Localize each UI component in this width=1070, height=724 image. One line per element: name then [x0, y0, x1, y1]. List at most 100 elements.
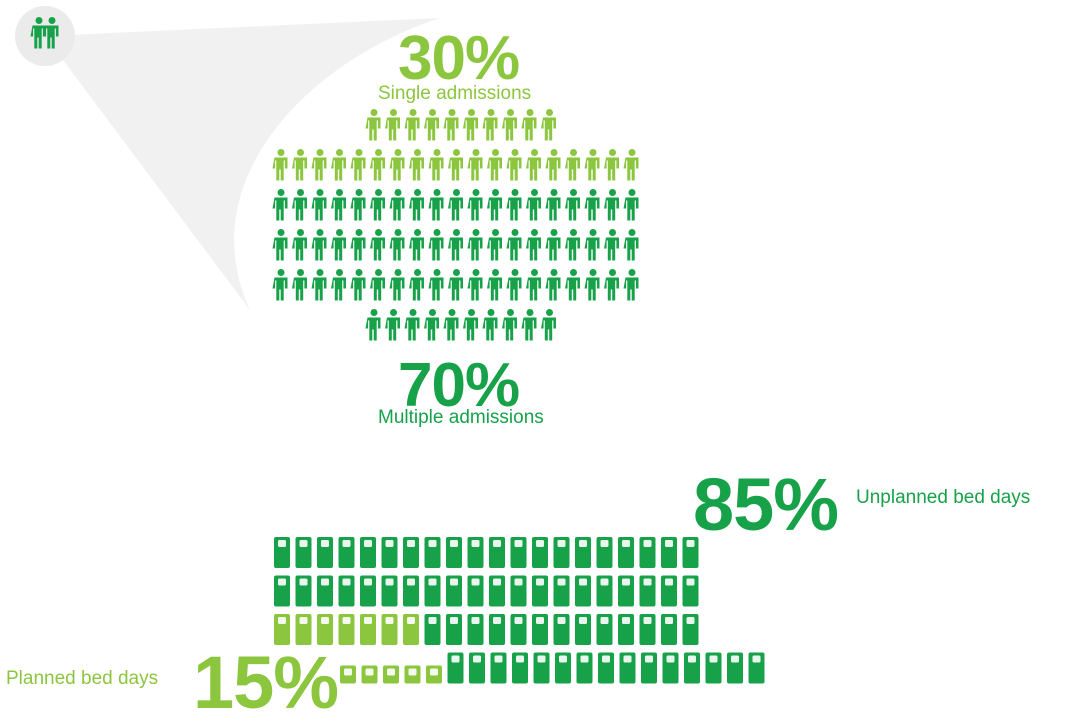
admissions-pictogram	[272, 109, 639, 341]
person-icon-multiple	[506, 269, 522, 301]
bed-day-icon-unplanned	[338, 537, 355, 568]
person-icon-single	[423, 109, 439, 141]
bed-day-icon-unplanned	[575, 575, 591, 607]
person-icon-single	[526, 149, 541, 181]
bed-day-icon-unplanned	[682, 575, 699, 607]
bed-day-icon-planned	[295, 614, 312, 645]
corner-person	[30, 17, 46, 49]
bed-day-icon-unplanned	[532, 614, 548, 645]
bed-day-icon-unplanned	[575, 614, 591, 645]
bed-day-icon-planned	[404, 665, 421, 684]
person-icon-multiple	[389, 189, 405, 221]
bed-day-icon-unplanned	[274, 537, 290, 568]
person-icon-multiple	[311, 189, 327, 221]
bed-day-icon-unplanned	[533, 652, 550, 684]
person-icon-multiple	[467, 269, 483, 301]
bed-day-icon-unplanned	[596, 537, 613, 568]
bed-day-icon-unplanned	[295, 537, 312, 568]
person-icon-single	[291, 149, 307, 181]
bed-days-pictogram	[274, 537, 765, 684]
person-icon-single	[565, 149, 580, 181]
person-icon-multiple	[408, 189, 424, 221]
person-icon-multiple	[506, 189, 522, 221]
person-icon-multiple	[623, 189, 639, 221]
person-icon-single	[369, 149, 385, 181]
person-icon-multiple	[330, 229, 346, 261]
person-icon-multiple	[389, 229, 405, 261]
person-icon-single	[541, 109, 556, 141]
person-icon-multiple	[330, 269, 346, 301]
person-icon-multiple	[428, 229, 444, 261]
bed-day-icon-unplanned	[705, 652, 722, 684]
bed-day-icon-unplanned	[381, 575, 398, 607]
person-icon-multiple	[467, 229, 483, 261]
bed-day-icon-unplanned	[553, 537, 570, 568]
bed-day-icon-unplanned	[489, 575, 505, 607]
person-icon-multiple	[486, 189, 502, 221]
bed-day-icon-unplanned	[748, 652, 765, 684]
planned-bed-days-percent: 15%	[193, 641, 339, 724]
bed-day-icon-unplanned	[555, 652, 571, 684]
person-icon-multiple	[428, 269, 444, 301]
bed-day-icon-planned	[360, 614, 376, 645]
corner-person	[43, 17, 59, 49]
person-icon-single	[272, 149, 288, 181]
bed-day-icon-unplanned	[403, 575, 419, 607]
person-icon-single	[521, 109, 537, 141]
bed-day-icon-unplanned	[489, 537, 505, 568]
person-icon-multiple	[565, 269, 580, 301]
planned-bed-days-label: Planned bed days	[6, 668, 159, 689]
person-icon-multiple	[369, 189, 385, 221]
bed-day-icon-unplanned	[598, 652, 614, 684]
multiple-admissions-percent: 70%	[398, 351, 520, 420]
bed-day-icon-planned	[340, 665, 356, 684]
bed-day-icon-unplanned	[381, 537, 398, 568]
bed-day-icon-unplanned	[403, 537, 419, 568]
bed-day-icon-unplanned	[661, 575, 677, 607]
person-icon-multiple	[565, 189, 580, 221]
person-icon-multiple	[443, 309, 459, 341]
person-icon-multiple	[604, 269, 619, 301]
bed-day-icon-planned	[383, 665, 399, 684]
person-icon-multiple	[541, 309, 556, 341]
bed-day-icon-unplanned	[682, 614, 699, 645]
bed-day-icon-planned	[361, 665, 378, 684]
bed-day-icon-unplanned	[576, 652, 593, 684]
person-icon-multiple	[604, 229, 619, 261]
person-icon-multiple	[502, 309, 517, 341]
bed-day-icon-unplanned	[469, 652, 485, 684]
person-icon-multiple	[545, 269, 561, 301]
bed-day-icon-unplanned	[467, 614, 484, 645]
person-icon-multiple	[272, 189, 288, 221]
bed-day-icon-unplanned	[618, 614, 634, 645]
bed-day-icon-unplanned	[575, 537, 591, 568]
person-icon-multiple	[521, 309, 537, 341]
bed-day-icon-planned	[317, 614, 333, 645]
person-icon-single	[384, 109, 400, 141]
bed-day-icon-unplanned	[596, 614, 613, 645]
bed-day-icon-unplanned	[360, 575, 376, 607]
person-icon-multiple	[365, 309, 381, 341]
person-icon-multiple	[330, 189, 346, 221]
person-icon-multiple	[311, 229, 327, 261]
bed-day-icon-unplanned	[360, 537, 376, 568]
single-admissions-label: Single admissions	[378, 83, 532, 104]
bed-day-icon-unplanned	[662, 652, 679, 684]
person-icon-multiple	[350, 189, 366, 221]
person-icon-multiple	[291, 229, 307, 261]
bed-day-icon-unplanned	[618, 575, 634, 607]
person-icon-single	[604, 149, 619, 181]
person-icon-multiple	[291, 189, 307, 221]
person-icon-multiple	[482, 309, 498, 341]
bed-day-icon-unplanned	[661, 614, 677, 645]
person-icon-single	[502, 109, 517, 141]
bed-day-icon-planned	[274, 614, 290, 645]
bed-day-icon-unplanned	[682, 537, 699, 568]
bed-day-icon-unplanned	[639, 537, 656, 568]
bed-day-icon-unplanned	[446, 614, 462, 645]
person-icon-multiple	[428, 189, 444, 221]
person-icon-multiple	[404, 309, 420, 341]
bed-day-icon-unplanned	[532, 537, 548, 568]
person-icon-single	[462, 109, 478, 141]
bed-day-icon-unplanned	[447, 652, 464, 684]
